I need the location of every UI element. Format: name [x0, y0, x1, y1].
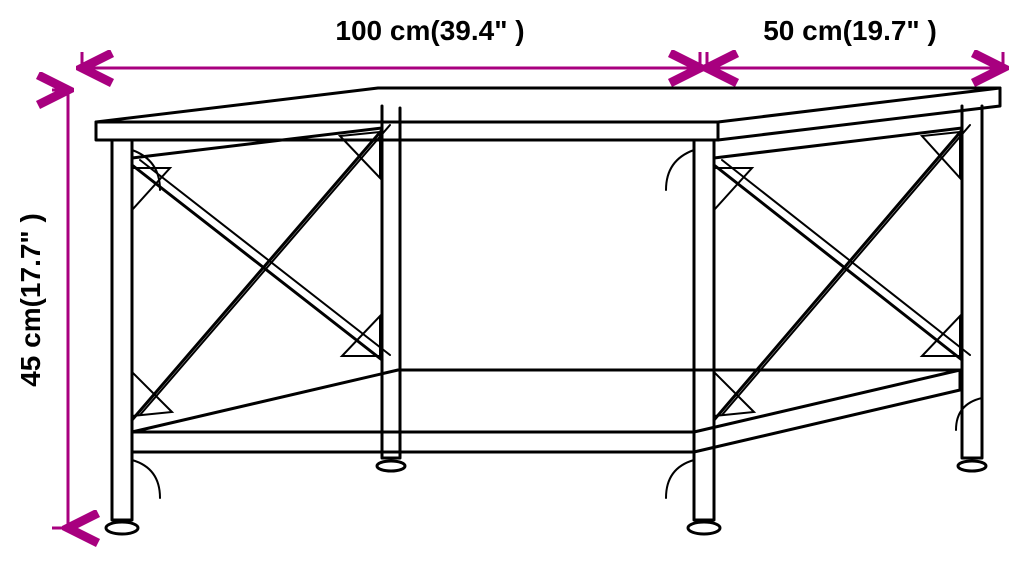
bottom-shelf-front-edge	[132, 432, 694, 452]
leg-front-left	[112, 140, 132, 520]
bottom-shelf-right-edge	[694, 370, 960, 452]
foot-front-left	[106, 522, 138, 534]
corner-brace-br2	[956, 398, 982, 430]
top-shelf-front-edge	[96, 122, 718, 140]
table-drawing	[96, 88, 1000, 534]
diagram-canvas: 100 cm(39.4" ) 50 cm(19.7" ) 45 cm(17.7"…	[0, 0, 1020, 561]
top-shelf-top-face	[96, 88, 1000, 122]
foot-back-left	[377, 461, 405, 471]
corner-brace-br	[666, 460, 694, 498]
foot-front-right	[688, 522, 720, 534]
foot-back-right	[958, 461, 986, 471]
leg-back-left	[382, 106, 400, 458]
leg-front-right	[694, 140, 714, 520]
dim-label-depth: 50 cm(19.7" )	[763, 15, 937, 46]
x-brace-left	[132, 125, 390, 420]
corner-brace-bl	[132, 460, 160, 498]
rail-right-top	[714, 128, 962, 158]
dim-label-width: 100 cm(39.4" )	[335, 15, 524, 46]
corner-brace-fr	[666, 150, 694, 190]
bottom-shelf-top-face	[132, 370, 960, 432]
dim-label-height: 45 cm(17.7" )	[15, 213, 46, 387]
rail-left-top	[132, 128, 382, 158]
